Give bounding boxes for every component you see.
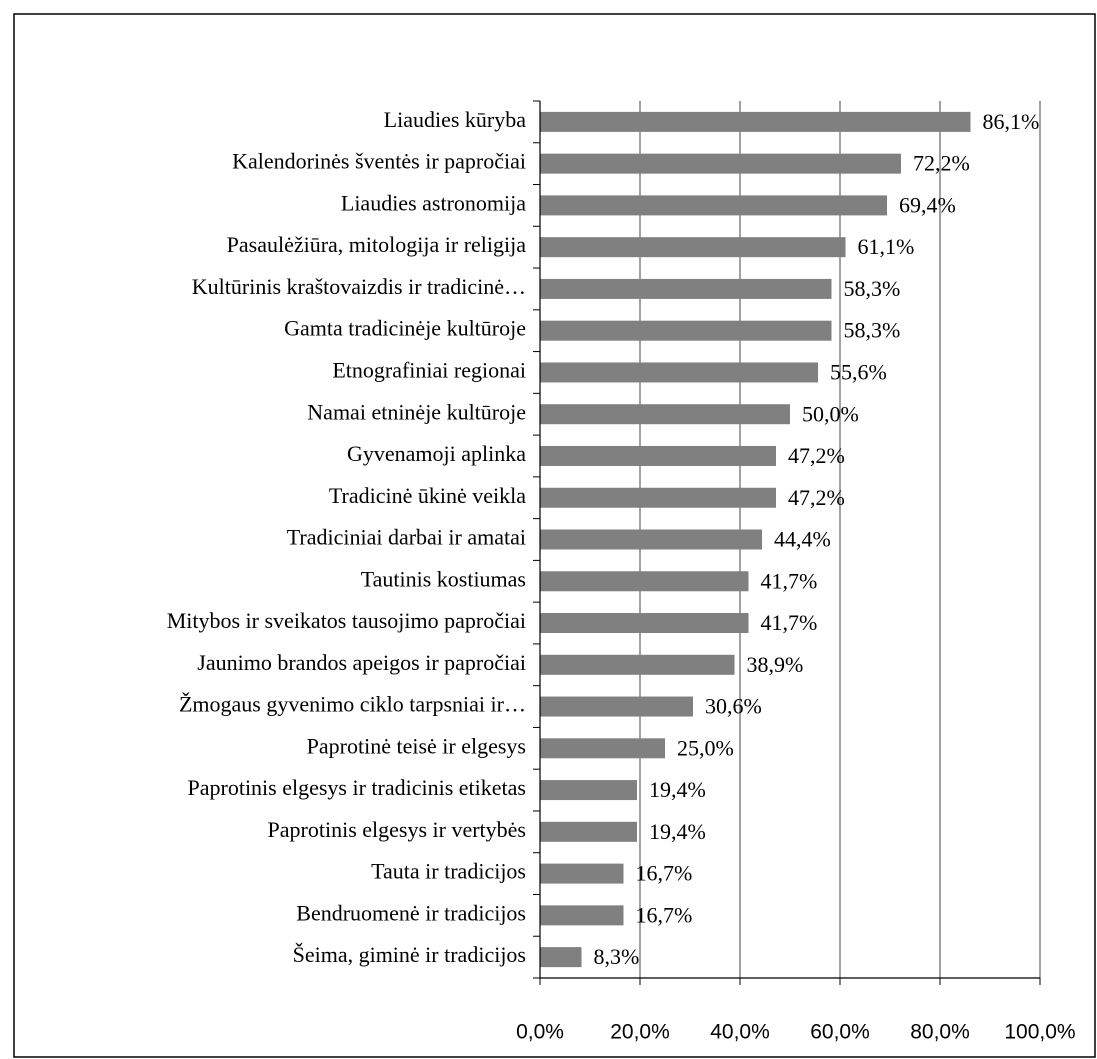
- category-label: Liaudies kūryba: [384, 107, 527, 132]
- bar: [540, 654, 735, 675]
- x-tick-label: 20,0%: [610, 1021, 670, 1044]
- value-label: 8,3%: [594, 944, 640, 969]
- category-label: Mitybos ir sveikatos tausojimo papročiai: [167, 608, 526, 633]
- bar: [540, 111, 971, 132]
- value-label: 16,7%: [636, 902, 693, 927]
- bar: [540, 947, 582, 968]
- value-label: 16,7%: [636, 861, 693, 886]
- category-label: Liaudies astronomija: [341, 190, 526, 215]
- value-label: 72,2%: [913, 151, 970, 176]
- value-label: 69,4%: [899, 192, 956, 217]
- x-tick-label: 0,0%: [516, 1021, 564, 1044]
- bar: [540, 863, 624, 884]
- value-label: 58,3%: [844, 318, 901, 343]
- value-label: 61,1%: [858, 234, 915, 259]
- x-tick-label: 100,0%: [1004, 1021, 1075, 1044]
- bar: [540, 780, 637, 801]
- category-label: Tauta ir tradicijos: [371, 859, 526, 884]
- bar: [540, 362, 818, 383]
- bar: [540, 195, 887, 216]
- bar: [540, 320, 832, 341]
- value-label: 47,2%: [788, 485, 845, 510]
- category-label: Paprotinis elgesys ir tradicinis etiketa…: [188, 775, 527, 800]
- category-label: Jaunimo brandos apeigos ir papročiai: [197, 650, 526, 675]
- value-label: 38,9%: [747, 652, 804, 677]
- x-tick-label: 40,0%: [710, 1021, 770, 1044]
- category-label: Pasaulėžiūra, mitologija ir religija: [227, 232, 527, 257]
- value-label: 30,6%: [705, 694, 762, 719]
- category-label: Etnografiniai regionai: [332, 357, 526, 382]
- value-label: 19,4%: [649, 819, 706, 844]
- category-label: Žmogaus gyvenimo ciklo tarpsniai ir…: [179, 692, 526, 717]
- bar: [540, 529, 762, 550]
- value-label: 25,0%: [677, 735, 734, 760]
- category-label: Gamta tradicinėje kultūroje: [284, 316, 526, 341]
- bar: [540, 571, 749, 592]
- bar: [540, 905, 624, 926]
- value-label: 55,6%: [830, 359, 887, 384]
- bar: [540, 487, 776, 508]
- bar: [540, 613, 749, 634]
- category-label: Kultūrinis kraštovaizdis ir tradicinė…: [192, 274, 526, 299]
- value-label: 44,4%: [774, 527, 831, 552]
- value-label: 41,7%: [761, 568, 818, 593]
- x-tick-label: 60,0%: [810, 1021, 870, 1044]
- category-label: Šeima, giminė ir tradicijos: [293, 942, 526, 967]
- category-label: Tautinis kostiumas: [361, 566, 526, 591]
- bar: [540, 404, 790, 425]
- x-tick-label: 80,0%: [910, 1021, 970, 1044]
- bar: [540, 153, 901, 174]
- category-label: Bendruomenė ir tradicijos: [296, 900, 526, 925]
- bar: [540, 696, 693, 717]
- value-label: 41,7%: [761, 610, 818, 635]
- value-label: 58,3%: [844, 276, 901, 301]
- value-label: 19,4%: [649, 777, 706, 802]
- value-label: 47,2%: [788, 443, 845, 468]
- bar: [540, 821, 637, 842]
- bar: [540, 237, 846, 258]
- category-label: Paprotinė teisė ir elgesys: [307, 733, 526, 758]
- bar: [540, 738, 665, 759]
- category-label: Tradicinė ūkinė veikla: [329, 483, 526, 508]
- category-label: Namai etninėje kultūroje: [307, 399, 526, 424]
- category-label: Paprotinis elgesys ir vertybės: [268, 817, 526, 842]
- bar: [540, 445, 776, 466]
- value-label: 50,0%: [802, 401, 859, 426]
- category-label: Gyvenamoji aplinka: [347, 441, 526, 466]
- bar: [540, 278, 832, 299]
- category-label: Kalendorinės šventės ir papročiai: [232, 149, 526, 174]
- category-label: Tradiciniai darbai ir amatai: [287, 525, 526, 550]
- value-label: 86,1%: [983, 109, 1040, 134]
